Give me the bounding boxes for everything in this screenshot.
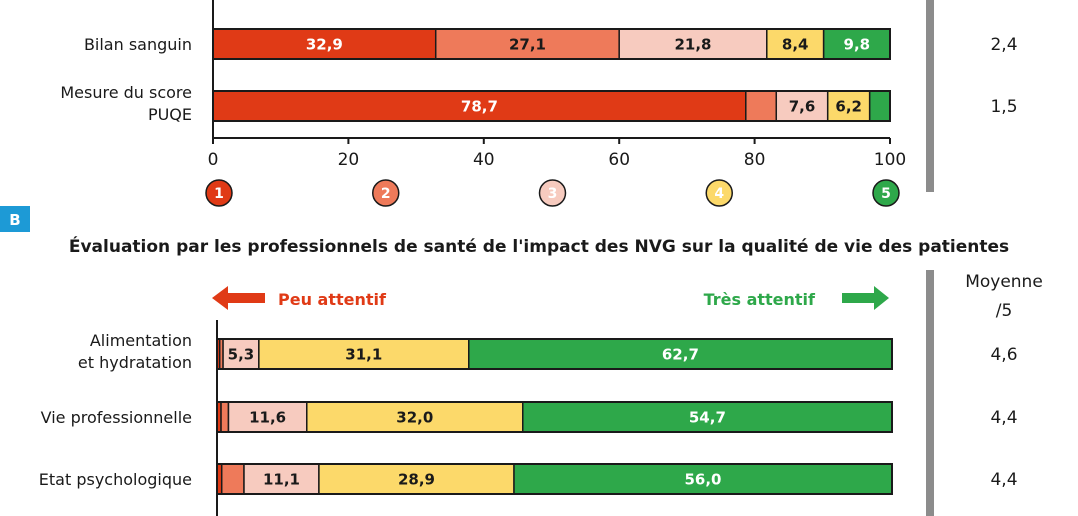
scale-legend-circle-2	[372, 179, 400, 207]
panel-a-data-label-2-1: 78,7	[461, 98, 498, 116]
panel-b-data-label-1-3: 5,3	[228, 346, 255, 364]
panel-b-bar-1-segment-5	[468, 338, 893, 370]
panel-b-bar-2-segment-4	[306, 401, 524, 433]
panel-b-badge	[0, 206, 30, 232]
panel-a: 32,9 27,1 21,8 8,4 9,8 78,7 7,6 6,2 Bilan sangu…	[60, 0, 1018, 207]
scale-legend-circle-4	[705, 179, 733, 207]
panel-a-category-label-2-line-1: Mesure du score	[60, 83, 192, 102]
panel-b-category-label-1-line-2: et hydratation	[78, 353, 192, 372]
panel-a-bar-2-segment-2	[745, 90, 778, 122]
scale-legend-circle-3	[538, 179, 567, 207]
panel-b-bar-2-outline	[216, 401, 893, 433]
panel-b-category-label-3: Etat psychologique	[39, 470, 192, 489]
panel-a-divider	[926, 0, 934, 192]
panel-b-bar-2-segment-2	[220, 401, 230, 433]
panel-b-category-label-2: Vie professionnelle	[41, 408, 192, 427]
scale-legend-circle-5	[872, 179, 900, 207]
panel-a-bar-2-segment-1	[212, 90, 747, 122]
panel-a-x-tick-label-1: 0	[208, 150, 219, 170]
panel-b-mean-3: 4,4	[990, 470, 1017, 490]
scale-legend-number-1: 1	[214, 186, 224, 202]
panel-b-mean-2: 4,4	[990, 408, 1017, 428]
left-arrow-icon	[212, 286, 265, 310]
panel-a-scale-legend: 1 2 3 4 5	[205, 179, 900, 207]
panel-b-means: 4,6 4,4 4,4	[990, 345, 1017, 490]
panel-a-category-label-1: Bilan sanguin	[84, 35, 192, 54]
panel-a-data-label-1-4: 8,4	[782, 36, 809, 54]
panel-a-x-tick-label-6: 100	[874, 150, 906, 170]
panel-a-category-label-2-line-2: PUQE	[148, 105, 192, 124]
panel-a-bar-1-segment-2	[434, 28, 620, 60]
panel-a-x-tick-label-3: 40	[473, 150, 495, 170]
panel-a-bars: 32,9 27,1 21,8 8,4 9,8 78,7 7,6 6,2	[212, 28, 891, 122]
panel-a-x-tick-label-5: 80	[744, 150, 766, 170]
scale-legend-number-3: 3	[548, 186, 558, 202]
panel-b-label: B	[9, 211, 20, 229]
right-arrow-label: Très attentif	[704, 290, 816, 309]
left-arrow-label: Peu attentif	[278, 290, 387, 309]
panel-a-category-labels: Bilan sanguin Mesure du score PUQE	[60, 35, 192, 124]
panel-b-data-label-3-3: 11,1	[263, 471, 300, 489]
panel-b-data-label-2-4: 32,0	[396, 409, 433, 427]
panel-a-bar-2-segment-5	[868, 90, 891, 122]
mean-header-line-1: Moyenne	[965, 272, 1043, 292]
right-arrow-icon	[842, 286, 889, 310]
panel-a-data-label-2-3: 7,6	[789, 98, 816, 116]
panel-b-divider	[926, 270, 934, 516]
panel-a-mean-1: 2,4	[990, 35, 1017, 55]
panel-b-category-labels: Alimentation et hydratation Vie profession…	[39, 331, 192, 489]
panel-a-data-label-1-3: 21,8	[674, 36, 711, 54]
panel-a-mean-2: 1,5	[990, 97, 1017, 117]
panel-b-category-label-1-line-1: Alimentation	[90, 331, 192, 350]
right-arrow: Très attentif	[704, 286, 889, 310]
panel-a-data-label-1-1: 32,9	[306, 36, 343, 54]
panel-b-data-label-3-4: 28,9	[398, 471, 435, 489]
scale-legend-number-2: 2	[381, 186, 391, 202]
panel-b-bar-3-outline	[216, 463, 893, 495]
scale-legend-number-4: 4	[714, 186, 724, 202]
panel-b-bars: 5,3 31,1 62,7 11,6 32,0 54,7 11,1 28,9 56,0	[216, 338, 893, 495]
panel-b-data-label-1-5: 62,7	[662, 346, 699, 364]
panel-b-bar-2-segment-5	[522, 401, 893, 433]
mean-header-line-2: /5	[996, 301, 1013, 321]
panel-b-mean-1: 4,6	[990, 345, 1017, 365]
panel-b-bar-3-segment-2	[220, 463, 245, 495]
panel-a-x-tick-label-2: 20	[338, 150, 360, 170]
panel-a-data-label-2-4: 6,2	[835, 98, 862, 116]
scale-legend-circle-1	[205, 179, 233, 207]
panel-b-bar-3-segment-5	[513, 463, 893, 495]
panel-b-data-label-1-4: 31,1	[345, 346, 382, 364]
panel-a-data-label-1-5: 9,8	[844, 36, 871, 54]
panel-b-data-label-3-5: 56,0	[684, 471, 721, 489]
scale-legend-number-5: 5	[881, 186, 891, 202]
panel-a-bar-2-segment-3	[775, 90, 829, 122]
panel-a-data-label-1-2: 27,1	[509, 36, 546, 54]
panel-b-data-label-2-5: 54,7	[689, 409, 726, 427]
panel-a-x-tick-label-4: 60	[608, 150, 630, 170]
panel-a-means: 2,4 1,5	[990, 35, 1017, 117]
panel-b-title: Évaluation par les professionnels de san…	[69, 235, 1009, 257]
panel-b: B Évaluation par les professionnels de s…	[0, 206, 1043, 516]
panel-b-bar-1-outline	[216, 338, 893, 370]
panel-b-data-label-2-3: 11,6	[249, 409, 286, 427]
panel-a-x-axis: 0 20 40 60 80 100	[208, 0, 906, 170]
left-arrow: Peu attentif	[212, 286, 387, 310]
